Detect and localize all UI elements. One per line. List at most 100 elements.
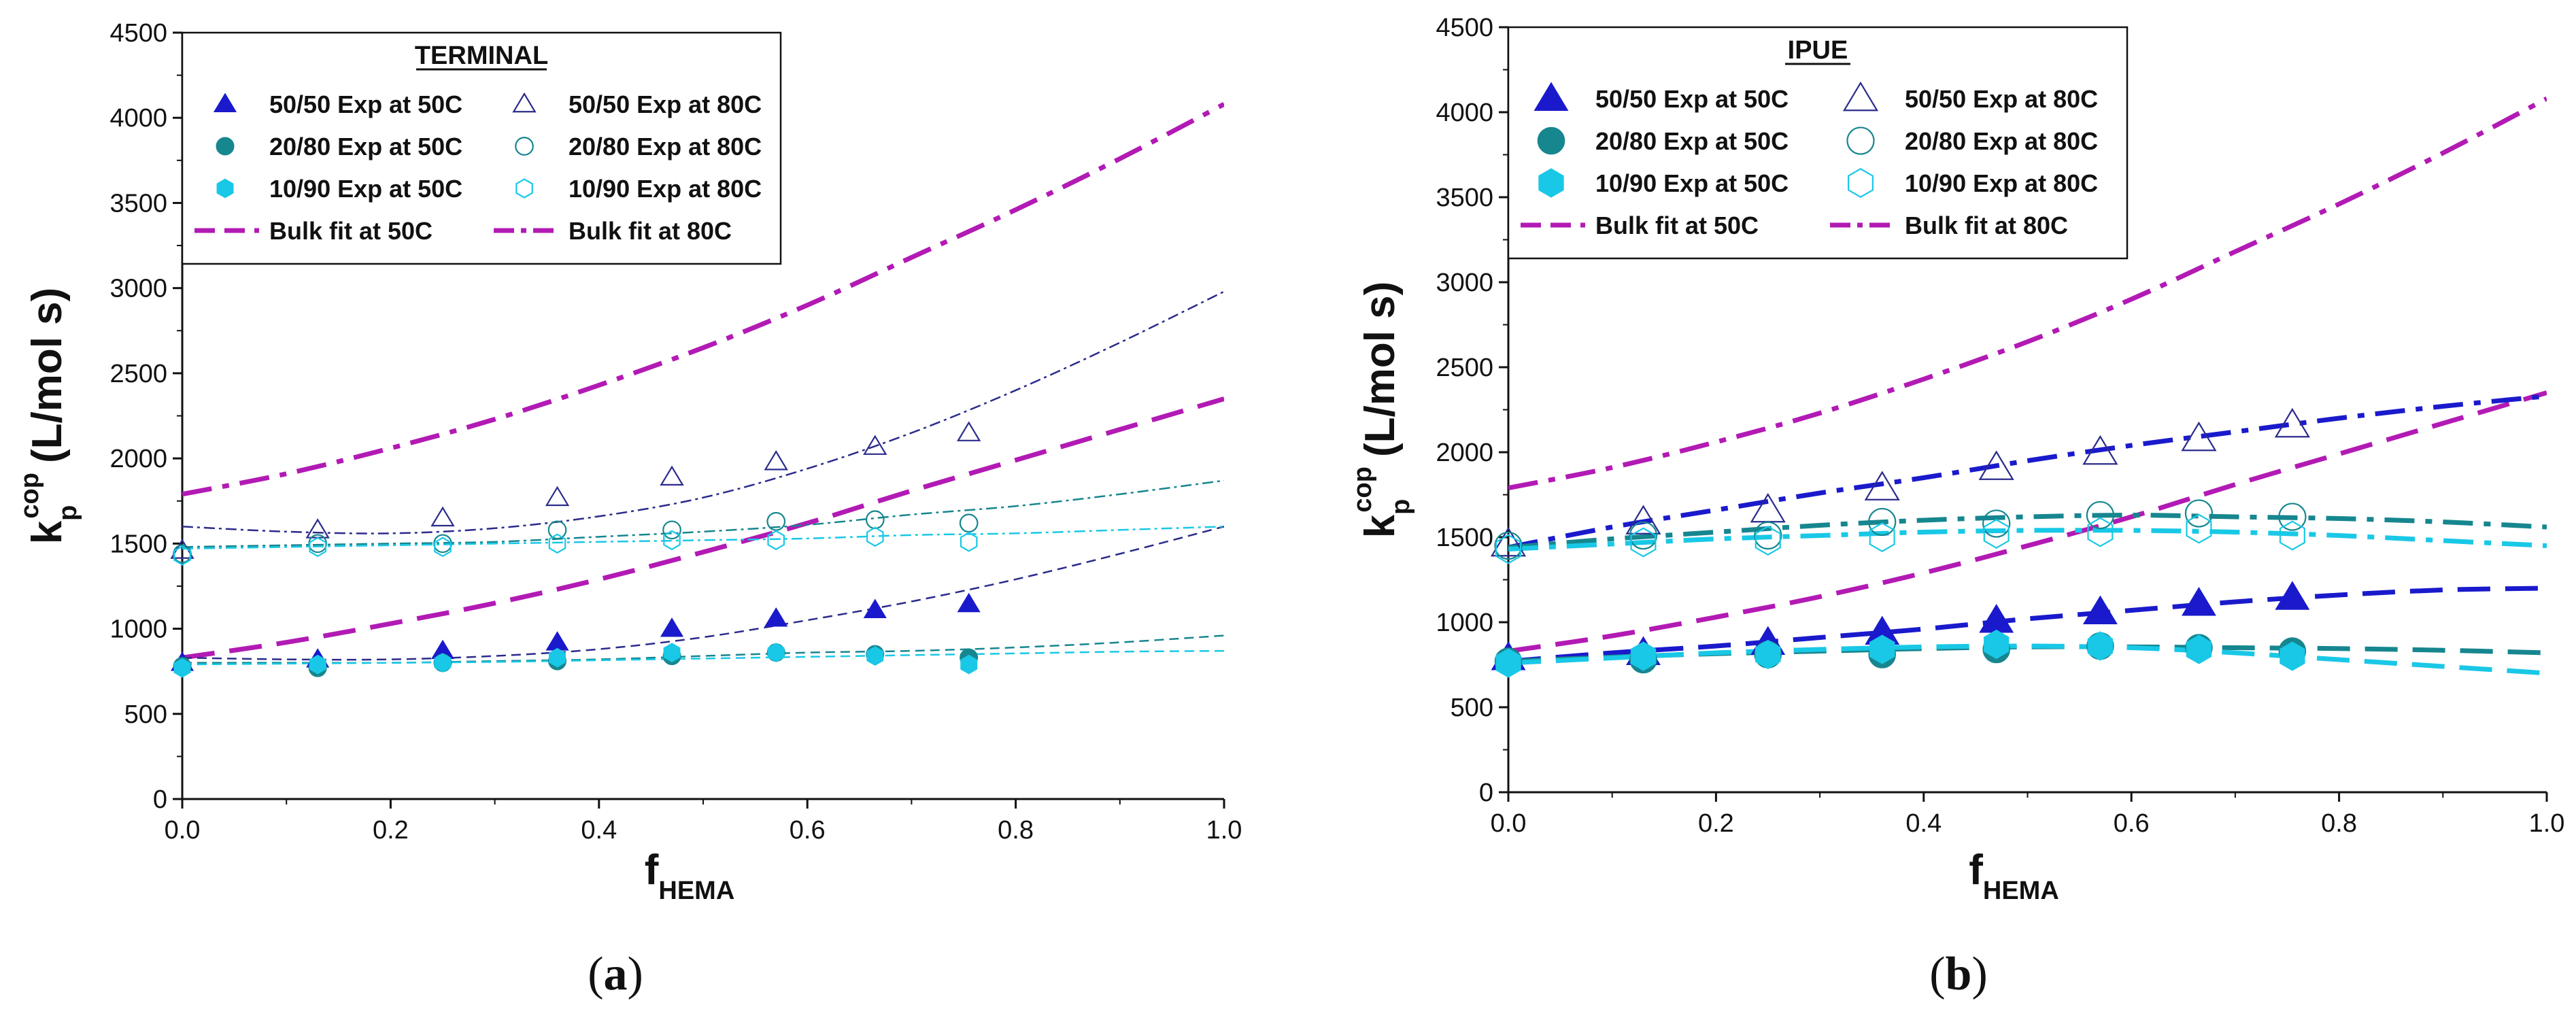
x-axis-title: fHEMA [645,847,735,905]
fit-line-20-80-80c-model [182,479,1224,548]
data-point [434,653,452,673]
fit-line-10-90-80c-model [182,526,1224,550]
data-point [548,533,566,554]
y-tick-label: 500 [1451,694,1493,722]
data-point [545,486,570,507]
data-point [1625,505,1661,535]
data-point [767,643,785,662]
data-point [959,513,979,533]
data-point [2181,587,2216,616]
data-point [2186,513,2212,544]
legend-label: 20/80 Exp at 50C [269,133,462,160]
y-tick-label: 1500 [109,530,167,558]
data-point [1755,639,1781,670]
legend-label: 20/80 Exp at 80C [569,133,762,160]
data-point [2275,581,2310,610]
fit-line-bulk-fit-at-50c [182,396,1224,660]
legend-label: Bulk fit at 50C [1595,211,1759,239]
data-point [2280,641,2305,671]
data-point [865,510,885,530]
data-point [1978,450,2014,480]
fit-line-50-50-50c-model [1508,586,2547,664]
fit-line-bulk-fit-at-80c [182,102,1224,497]
data-point [764,607,788,627]
data-point [767,530,785,551]
data-point [866,526,884,547]
y-tick-label: 1000 [109,615,167,644]
legend-label: 10/90 Exp at 50C [1595,169,1789,197]
data-point [1869,522,1895,552]
legend-marker-swatch [1533,82,1569,111]
data-point [660,617,684,637]
panel-caption: (b) [1929,948,1988,1000]
panel-caption: (a) [588,948,643,1000]
data-point [545,631,569,651]
data-point [662,520,681,540]
data-point [1630,641,1657,671]
y-tick-label: 3000 [109,275,167,303]
legend-label: 10/90 Exp at 50C [269,175,462,203]
data-point [660,465,684,486]
y-axis-title: kpcop(L/mol s) [16,288,82,545]
legend: TERMINAL 50/50 Exp at 50C 50/50 Exp at 80C… [181,31,782,265]
data-point [766,511,786,531]
series-20-80-exp-at-80c [1494,499,2307,560]
x-tick-label: 0.4 [1905,809,1942,838]
legend-label: 20/80 Exp at 80C [1905,127,2098,155]
legend-marker-swatch [213,92,237,112]
data-point [866,646,884,666]
data-point [663,643,681,662]
data-point [2087,631,2114,661]
legend-label: 50/50 Exp at 80C [569,90,762,118]
y-tick-label: 4000 [109,104,167,133]
data-point [2184,499,2214,528]
legend-label: 50/50 Exp at 50C [269,90,462,118]
data-point [1629,521,1658,550]
series-10-90-exp-at-80c [1495,513,2305,564]
data-point [2278,503,2307,531]
data-point [1490,526,1527,557]
legend-marker-swatch [512,92,537,113]
fit-line-bulk-fit-at-80c [1508,96,2547,490]
data-point [1984,629,2010,660]
data-point [1864,471,1900,500]
x-tick-label: 0.6 [790,816,826,845]
x-tick-label: 0.8 [998,816,1034,845]
fit-line-50-50-80c-model [1508,394,2547,550]
data-point [863,598,887,619]
series-10-90-exp-at-80c [173,526,978,566]
y-tick-label: 3000 [1436,269,1493,297]
x-tick-label: 0.2 [373,816,409,845]
fit-curves [1508,96,2547,676]
legend-marker-swatch [515,137,534,156]
data-point [1755,526,1781,556]
data-point [2186,634,2212,664]
legend-label: Bulk fit at 80C [569,217,732,245]
legend-marker-swatch [1842,81,1879,112]
data-point [957,592,981,613]
x-tick-label: 0.0 [1491,809,1527,838]
chart-panel-a: 0 500 1000 1500 2000 2500 3000 3500 4000 4500 0.0 0… [16,19,1242,1000]
y-tick-label: 4500 [1436,14,1493,42]
fit-line-10-90-50c-model [1508,643,2547,676]
data-point [1869,634,1895,664]
legend-box [1507,26,2129,260]
y-tick-label: 500 [124,700,167,729]
legend-marker-swatch [515,178,533,199]
chart-panel-b: 0 500 1000 1500 2000 2500 3000 3500 4000 4500 0.0 0… [1349,14,2564,1000]
x-axis-title: fHEMA [1969,847,2059,905]
data-point [1495,648,1521,678]
series-10-90-exp-at-50c [1495,629,2305,678]
data-point [2087,517,2114,547]
y-tick-label: 2000 [1436,439,1493,467]
y-tick-label: 0 [153,785,167,814]
fit-line-20-80-50c-model [182,634,1224,664]
legend-label: 50/50 Exp at 50C [1595,85,1789,113]
legend-label: 50/50 Exp at 80C [1905,85,2098,113]
data-point [434,537,452,558]
data-point [430,506,455,527]
legend-marker-swatch [1848,168,1874,198]
y-tick-label: 2000 [109,445,167,473]
data-point [2181,421,2217,452]
